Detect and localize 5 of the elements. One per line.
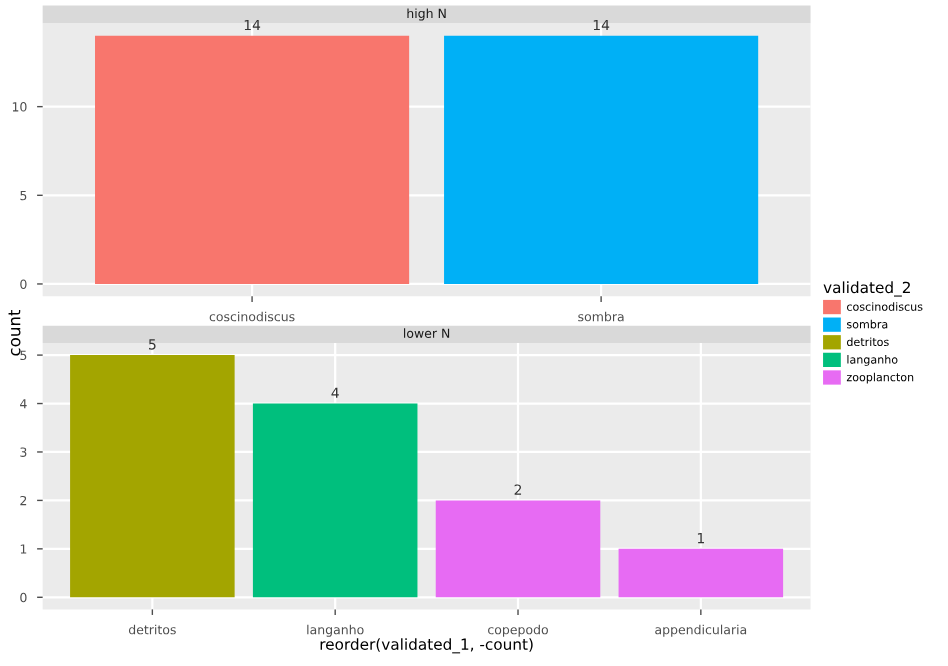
bar <box>252 403 418 598</box>
y-axis-title: count <box>8 309 21 356</box>
bar <box>435 500 601 598</box>
bar <box>618 548 784 598</box>
bar <box>70 355 235 598</box>
